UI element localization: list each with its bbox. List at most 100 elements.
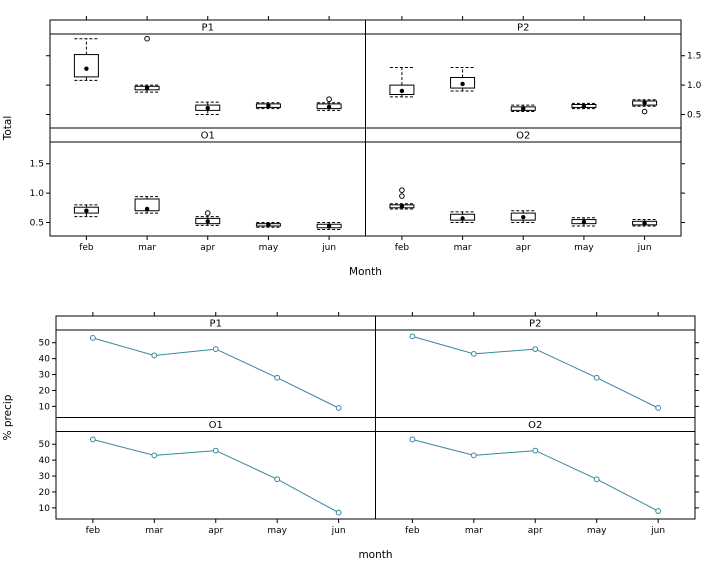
data-point [470, 452, 477, 459]
y-tick-label: 30 [39, 371, 51, 381]
panel-P1: P1 10 20 30 40 50 [39, 312, 376, 418]
y-tick-label: 20 [39, 488, 51, 498]
median-dot [581, 219, 587, 225]
panel-frame [49, 33, 366, 129]
median-dot [266, 103, 271, 108]
median-dot [205, 105, 210, 111]
data-point [593, 476, 600, 483]
median-dot [205, 219, 210, 224]
data-point [470, 350, 477, 357]
median-dot [642, 100, 647, 105]
x-tick-label: feb [395, 243, 410, 253]
panel-frame [375, 329, 696, 418]
strip-label: P1 [210, 319, 222, 330]
median-dot [642, 220, 647, 226]
y-tick-label: 30 [39, 472, 51, 482]
outlier-point [399, 193, 405, 199]
y-tick-label: 20 [39, 386, 51, 396]
data-point [409, 333, 416, 340]
median-dot [326, 223, 332, 229]
panel-frame [375, 431, 696, 520]
outlier-point [399, 187, 405, 193]
x-axis-label: Month [349, 266, 382, 278]
data-point [212, 447, 219, 454]
y-tick-label: 40 [39, 456, 51, 466]
strip-label: O1 [201, 131, 215, 142]
median-dot [84, 208, 89, 213]
median-dot [521, 106, 526, 111]
strip-label: P2 [529, 319, 541, 330]
lineplot-figure: P1 10 20 30 40 50 P2 O1 10 20 30 40 50 feb mar apr may ju… [0, 308, 715, 563]
strip-label: O2 [528, 420, 542, 431]
data-point [151, 352, 158, 359]
x-tick-label: feb [79, 243, 94, 253]
x-axis-label: month [358, 549, 392, 561]
x-tick-label: feb [86, 526, 101, 536]
y-tick-label: 1.5 [30, 160, 44, 170]
panel-P2: P2 0.5 1.0 1.5 [365, 16, 702, 129]
panel-O1: O1 10 20 30 40 50 feb mar apr may jun [39, 417, 376, 536]
x-tick-label: may [587, 526, 607, 536]
x-tick-label: apr [200, 243, 215, 253]
x-tick-label: may [267, 526, 287, 536]
outlier-point [326, 96, 332, 103]
y-axis-label: Total [2, 116, 14, 142]
data-point [409, 436, 416, 443]
data-point [89, 436, 96, 443]
data-point [274, 374, 281, 381]
panel-frame [55, 329, 376, 418]
median-dot [399, 203, 405, 209]
x-tick-label: apr [516, 243, 531, 253]
x-tick-label: jun [321, 243, 336, 253]
panel-O2: O2 feb mar apr may jun [375, 417, 699, 536]
y-tick-label: 40 [39, 355, 51, 365]
median-dot [399, 88, 405, 94]
data-point [212, 346, 219, 352]
data-point [274, 476, 281, 483]
strip-label: P1 [202, 23, 214, 34]
data-point [655, 508, 662, 514]
data-point [335, 405, 342, 411]
x-tick-label: mar [145, 526, 163, 536]
median-dot [266, 222, 271, 228]
median-dot [144, 85, 150, 91]
x-tick-label: mar [465, 526, 483, 536]
y-tick-label: 0.5 [687, 110, 701, 120]
y-axis-label: % precip [2, 394, 14, 440]
data-point [151, 452, 158, 459]
outlier-point [204, 210, 211, 216]
x-tick-label: mar [454, 243, 472, 253]
panel-frame [365, 33, 682, 129]
x-tick-label: apr [208, 526, 223, 536]
panel-O1: O1 0.5 1.0 1.5 feb mar apr may jun [30, 127, 366, 253]
y-tick-label: 50 [39, 339, 51, 349]
median-dot [460, 216, 465, 221]
panel-O2: O2 feb mar apr may jun [365, 127, 685, 253]
outlier-point [641, 108, 648, 115]
x-tick-label: jun [650, 526, 665, 536]
x-tick-label: apr [528, 526, 543, 536]
strip-label: P2 [517, 23, 529, 34]
outlier-point [144, 35, 150, 42]
data-point [335, 509, 342, 516]
x-tick-label: feb [405, 526, 420, 536]
boxplot-figure: P1 P2 0.5 1.0 1.5 O1 0.5 1.0 1.5 feb mar apr may jun O… [0, 8, 715, 280]
panel-P1: P1 [46, 16, 366, 129]
y-tick-label: 1.5 [687, 52, 701, 62]
y-tick-label: 50 [39, 440, 51, 450]
panel-frame [55, 431, 376, 520]
y-tick-label: 10 [39, 504, 51, 514]
x-tick-label: may [574, 243, 594, 253]
x-tick-label: jun [637, 243, 652, 253]
strip-label: O1 [209, 420, 223, 431]
y-tick-label: 1.0 [30, 189, 45, 199]
strip-label: O2 [516, 131, 530, 142]
data-point [655, 405, 662, 411]
median-dot [84, 66, 89, 71]
data-point [89, 335, 96, 341]
data-point [532, 447, 539, 454]
y-tick-label: 1.0 [687, 81, 702, 91]
panel-P2: P2 [375, 312, 699, 418]
x-tick-label: may [259, 243, 279, 253]
